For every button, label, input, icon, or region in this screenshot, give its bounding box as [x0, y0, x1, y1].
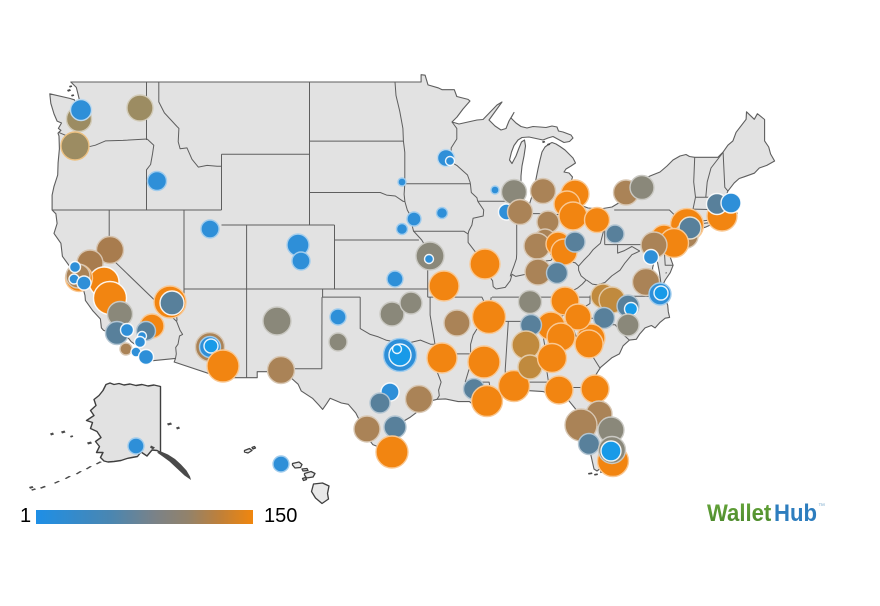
svg-text:150: 150	[264, 505, 297, 527]
svg-text:1: 1	[20, 505, 31, 527]
svg-text:™: ™	[818, 503, 825, 510]
svg-text:WalletHub: WalletHub	[707, 500, 817, 527]
